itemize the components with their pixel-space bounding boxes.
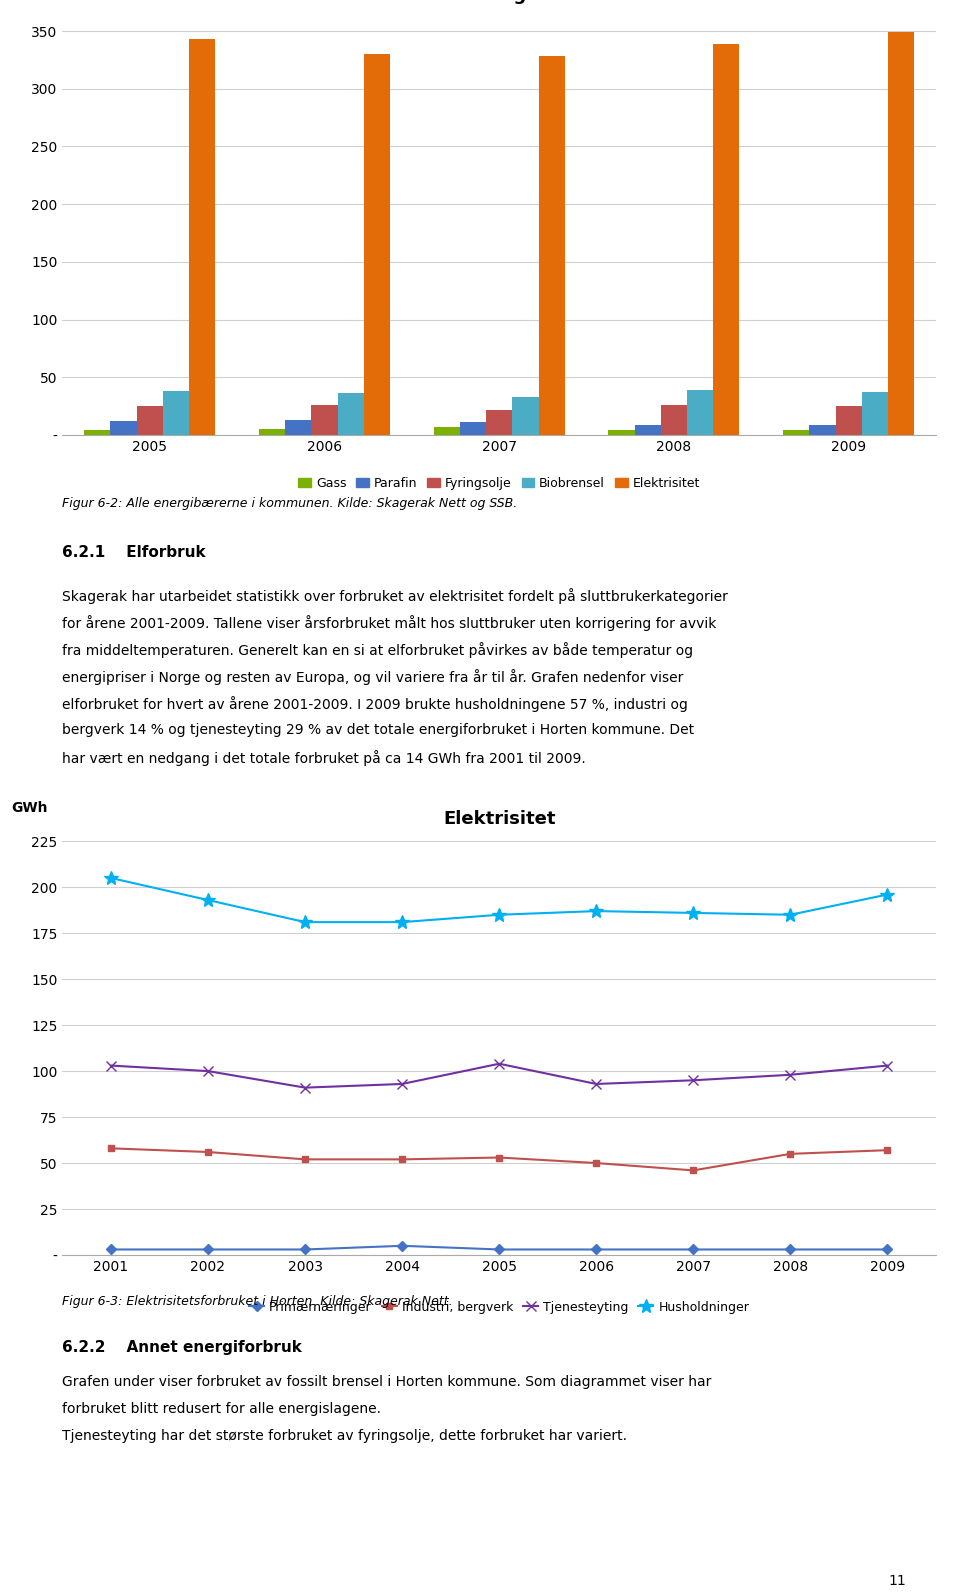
Primærnæringer (590, 1240, 602, 1259)
Industri, bergverk (784, 1144, 796, 1163)
Tjenesteyting (203, 1061, 214, 1080)
Line: Husholdninger: Husholdninger (104, 871, 895, 929)
Bar (110, 421, 136, 436)
Bar (259, 429, 285, 436)
Text: Figur 6-3: Elektrisitetsforbruket i Horten. Kilde: Skagerak Nett.: Figur 6-3: Elektrisitetsforbruket i Hort… (62, 1294, 453, 1309)
Bar (285, 420, 311, 436)
Bar (136, 405, 163, 436)
Bar (364, 54, 390, 436)
Bar (888, 32, 914, 436)
Husholdninger (590, 902, 602, 921)
Bar (835, 405, 862, 436)
Husholdninger (493, 905, 505, 924)
Text: bergverk 14 % og tjenesteyting 29 % av det totale energiforbruket i Horten kommu: bergverk 14 % og tjenesteyting 29 % av d… (62, 723, 694, 737)
Bar (189, 40, 215, 436)
Primærnæringer (300, 1240, 311, 1259)
Husholdninger (300, 913, 311, 932)
Text: Figur 6-2: Alle energibærerne i kommunen. Kilde: Skagerak Nett og SSB.: Figur 6-2: Alle energibærerne i kommunen… (62, 496, 517, 511)
Text: 6.2.2    Annet energiforbruk: 6.2.2 Annet energiforbruk (62, 1341, 302, 1355)
Primærnæringer (784, 1240, 796, 1259)
Bar (809, 425, 835, 436)
Line: Tjenesteyting: Tjenesteyting (106, 1058, 893, 1093)
Industri, bergverk (590, 1154, 602, 1173)
Bar (460, 423, 486, 436)
Primærnæringer (106, 1240, 117, 1259)
Text: GWh: GWh (12, 801, 48, 816)
Husholdninger (784, 905, 796, 924)
Primærnæringer (203, 1240, 214, 1259)
Title: Elektrisitet: Elektrisitet (443, 809, 556, 828)
Husholdninger (106, 868, 117, 887)
Text: for årene 2001-2009. Tallene viser årsforbruket målt hos sluttbruker uten korrig: for årene 2001-2009. Tallene viser årsfo… (62, 614, 717, 630)
Industri, bergverk (687, 1160, 699, 1179)
Bar (513, 397, 539, 436)
Text: 11: 11 (889, 1574, 906, 1588)
Tjenesteyting (590, 1074, 602, 1093)
Bar (783, 431, 809, 436)
Text: energipriser i Norge og resten av Europa, og vil variere fra år til år. Grafen n: energipriser i Norge og resten av Europa… (62, 669, 684, 685)
Industri, bergverk (881, 1141, 893, 1160)
Text: Tjenesteyting har det største forbruket av fyringsolje, dette forbruket har vari: Tjenesteyting har det største forbruket … (62, 1428, 628, 1443)
Text: elforbruket for hvert av årene 2001-2009. I 2009 brukte husholdningene 57 %, ind: elforbruket for hvert av årene 2001-2009… (62, 696, 688, 712)
Legend: Gass, Parafin, Fyringsolje, Biobrensel, Elektrisitet: Gass, Parafin, Fyringsolje, Biobrensel, … (294, 472, 705, 495)
Bar (539, 56, 564, 436)
Primærnæringer (687, 1240, 699, 1259)
Tjenesteyting (300, 1077, 311, 1096)
Husholdninger (687, 903, 699, 922)
Bar (434, 426, 460, 436)
Bar (486, 410, 513, 436)
Primærnæringer (881, 1240, 893, 1259)
Tjenesteyting (784, 1065, 796, 1084)
Tjenesteyting (881, 1057, 893, 1076)
Tjenesteyting (687, 1071, 699, 1090)
Text: har vært en nedgang i det totale forbruket på ca 14 GWh fra 2001 til 2009.: har vært en nedgang i det totale forbruk… (62, 750, 587, 766)
Tjenesteyting (106, 1057, 117, 1076)
Line: Industri, bergverk: Industri, bergverk (108, 1144, 891, 1175)
Bar (609, 431, 635, 436)
Primærnæringer (493, 1240, 505, 1259)
Industri, bergverk (203, 1143, 214, 1162)
Bar (84, 431, 110, 436)
Text: fra middeltemperaturen. Generelt kan en si at elforbruket påvirkes av både tempe: fra middeltemperaturen. Generelt kan en … (62, 642, 693, 658)
Husholdninger (203, 891, 214, 910)
Industri, bergverk (300, 1149, 311, 1168)
Bar (635, 425, 660, 436)
Line: Primærnæringer: Primærnæringer (108, 1242, 891, 1253)
Industri, bergverk (493, 1148, 505, 1167)
Bar (660, 405, 687, 436)
Text: 6.2.1    Elforbruk: 6.2.1 Elforbruk (62, 544, 206, 560)
Legend: Primærnæringer, Industri, bergverk, Tjenesteyting, Husholdninger: Primærnæringer, Industri, bergverk, Tjen… (244, 1296, 755, 1318)
Title: Alle kategorier: Alle kategorier (424, 0, 574, 3)
Bar (338, 394, 364, 436)
Bar (687, 389, 713, 436)
Tjenesteyting (493, 1053, 505, 1073)
Husholdninger (881, 884, 893, 903)
Text: forbruket blitt redusert for alle energislagene.: forbruket blitt redusert for alle energi… (62, 1401, 381, 1416)
Bar (163, 391, 189, 436)
Tjenesteyting (396, 1074, 408, 1093)
Industri, bergverk (106, 1140, 117, 1159)
Industri, bergverk (396, 1149, 408, 1168)
Primærnæringer (396, 1237, 408, 1256)
Husholdninger (396, 913, 408, 932)
Bar (862, 393, 888, 436)
Bar (311, 405, 338, 436)
Text: Grafen under viser forbruket av fossilt brensel i Horten kommune. Som diagrammet: Grafen under viser forbruket av fossilt … (62, 1376, 711, 1389)
Text: Skagerak har utarbeidet statistikk over forbruket av elektrisitet fordelt på slu: Skagerak har utarbeidet statistikk over … (62, 587, 729, 603)
Bar (713, 43, 739, 436)
